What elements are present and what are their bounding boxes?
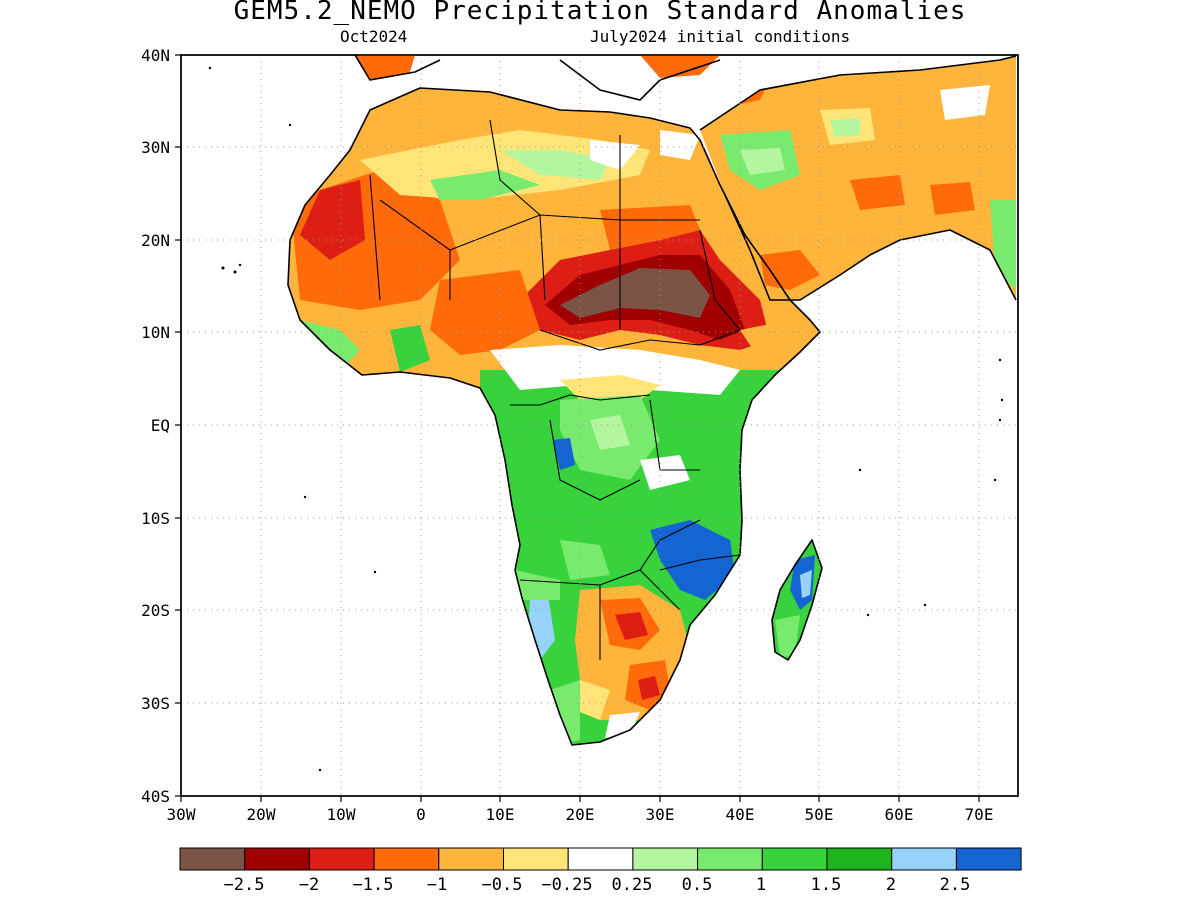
anomaly-field-turkey xyxy=(640,55,720,78)
colorbar-swatch xyxy=(179,847,246,871)
colorbar-swatch xyxy=(373,847,440,871)
initial-conditions: July2024 initial conditions xyxy=(590,27,851,46)
colorbar-label: −0.5 xyxy=(482,875,523,895)
colorbar-swatch xyxy=(697,847,763,871)
lat-label: 40N xyxy=(141,46,170,65)
colorbar-swatch xyxy=(632,847,699,871)
colorbar-swatch xyxy=(503,847,569,871)
lon-label: 30W xyxy=(167,805,196,824)
lat-label: 10S xyxy=(141,509,170,528)
lon-label: 20W xyxy=(247,805,276,824)
colorbar-swatch xyxy=(891,847,957,871)
coastlines xyxy=(287,55,1017,746)
colorbar-label: −1 xyxy=(427,875,447,895)
lon-label: 10W xyxy=(327,805,356,824)
longitude-labels: 30W 20W 10W 0 10E 20E 30E 40E 50E 60E 70… xyxy=(167,805,994,824)
colorbar-label: −0.25 xyxy=(541,875,592,895)
colorbar-swatch xyxy=(955,847,1022,871)
lon-label: 20E xyxy=(566,805,595,824)
colorbar-label: −2 xyxy=(299,875,319,895)
colorbar-label: 1.5 xyxy=(811,875,842,895)
lat-label: 20N xyxy=(141,231,170,250)
lat-label: 10N xyxy=(141,323,170,342)
country-borders xyxy=(369,119,741,660)
tick-marks xyxy=(175,54,980,802)
lon-label: 60E xyxy=(885,805,914,824)
lat-label: EQ xyxy=(151,416,170,435)
colorbar-swatch xyxy=(438,847,504,871)
map-title: GEM5.2_NEMO Precipitation Standard Anoma… xyxy=(233,0,967,26)
lat-label: 20S xyxy=(141,601,170,620)
colorbar-label: 1 xyxy=(756,875,766,895)
lon-label: 10E xyxy=(486,805,515,824)
colorbar-label: 0.25 xyxy=(612,875,653,895)
lon-label: 40E xyxy=(726,805,755,824)
forecast-month: Oct2024 xyxy=(340,27,408,46)
lat-label: 30N xyxy=(141,138,170,157)
colorbar-labels: −2.5 −2 −1.5 −1 −0.5 −0.25 0.25 0.5 1 1.… xyxy=(224,875,971,895)
colorbar-swatch xyxy=(826,847,893,871)
colorbar-label: −2.5 xyxy=(224,875,265,895)
lon-label: 0 xyxy=(416,805,426,824)
colorbar-swatch xyxy=(761,847,828,871)
lon-label: 70E xyxy=(965,805,994,824)
colorbar-label: −1.5 xyxy=(353,875,394,895)
island-markers xyxy=(208,66,1004,772)
latitude-labels: 40N 30N 20N 10N EQ 10S 20S 30S 40S xyxy=(141,46,170,806)
colorbar-swatch xyxy=(567,847,634,871)
colorbar-swatch xyxy=(244,847,310,871)
colorbar-swatch xyxy=(308,847,375,871)
colorbar xyxy=(179,847,1022,871)
lon-label: 50E xyxy=(805,805,834,824)
lat-label: 40S xyxy=(141,787,170,806)
colorbar-label: 0.5 xyxy=(682,875,713,895)
lon-label: 30E xyxy=(646,805,675,824)
lat-label: 30S xyxy=(141,694,170,713)
colorbar-label: 2 xyxy=(886,875,896,895)
anomaly-field-europe xyxy=(355,55,415,80)
colorbar-label: 2.5 xyxy=(940,875,971,895)
